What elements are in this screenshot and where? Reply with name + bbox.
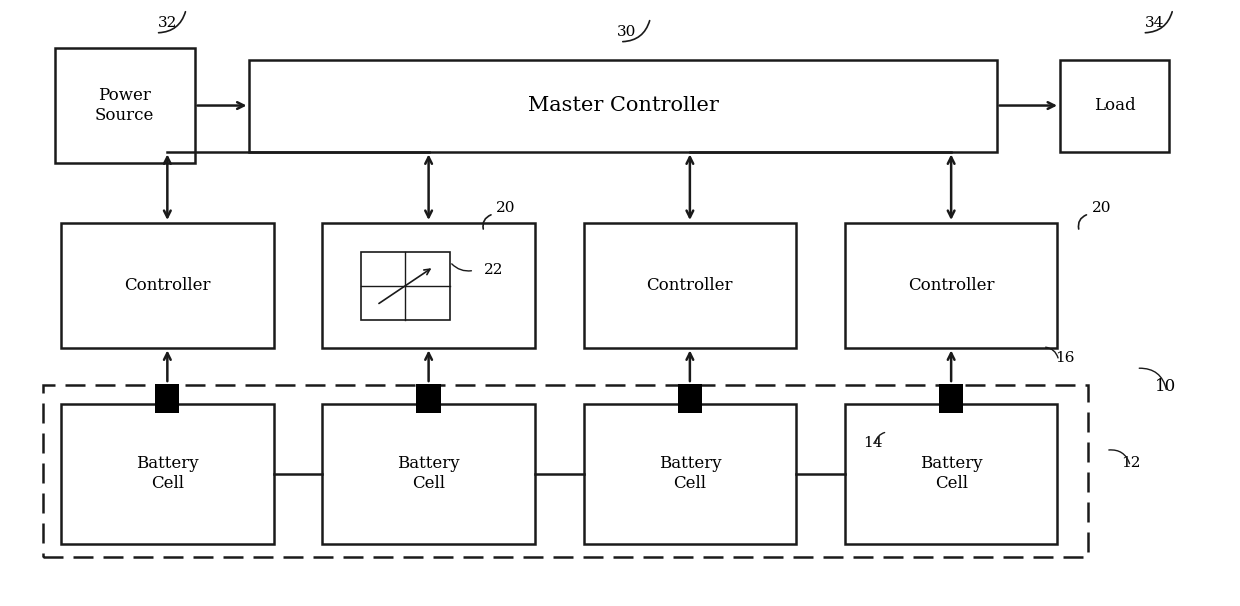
Bar [844, 404, 1058, 544]
Bar [584, 223, 796, 348]
Text: Controller: Controller [646, 277, 733, 294]
Text: Controller: Controller [124, 277, 211, 294]
Bar [584, 404, 796, 544]
Bar [42, 385, 1087, 557]
Text: Controller: Controller [908, 277, 994, 294]
Bar [361, 251, 450, 320]
Text: 34: 34 [1145, 16, 1164, 30]
Bar [844, 223, 1058, 348]
Bar [61, 404, 274, 544]
Text: Master Controller: Master Controller [527, 96, 718, 115]
Bar [322, 404, 534, 544]
Bar [155, 384, 180, 413]
Text: 20: 20 [496, 201, 516, 215]
Text: Battery
Cell: Battery Cell [658, 456, 722, 492]
Bar [61, 223, 274, 348]
Text: Load: Load [1094, 97, 1136, 114]
Text: 10: 10 [1154, 378, 1176, 395]
Bar [55, 48, 195, 164]
Bar [322, 223, 534, 348]
Bar [417, 384, 440, 413]
Text: 30: 30 [616, 25, 636, 39]
Text: Battery
Cell: Battery Cell [136, 456, 198, 492]
Bar [678, 384, 702, 413]
Bar [1060, 59, 1169, 152]
Bar [939, 384, 963, 413]
Text: Power
Source: Power Source [95, 87, 155, 124]
Text: 16: 16 [1055, 351, 1075, 365]
Text: Battery
Cell: Battery Cell [920, 456, 982, 492]
Text: 32: 32 [159, 16, 177, 30]
Text: Battery
Cell: Battery Cell [397, 456, 460, 492]
Text: 12: 12 [1121, 456, 1140, 470]
Text: 14: 14 [863, 436, 883, 450]
Bar [249, 59, 997, 152]
Text: 20: 20 [1091, 201, 1111, 215]
Text: 22: 22 [484, 264, 503, 278]
